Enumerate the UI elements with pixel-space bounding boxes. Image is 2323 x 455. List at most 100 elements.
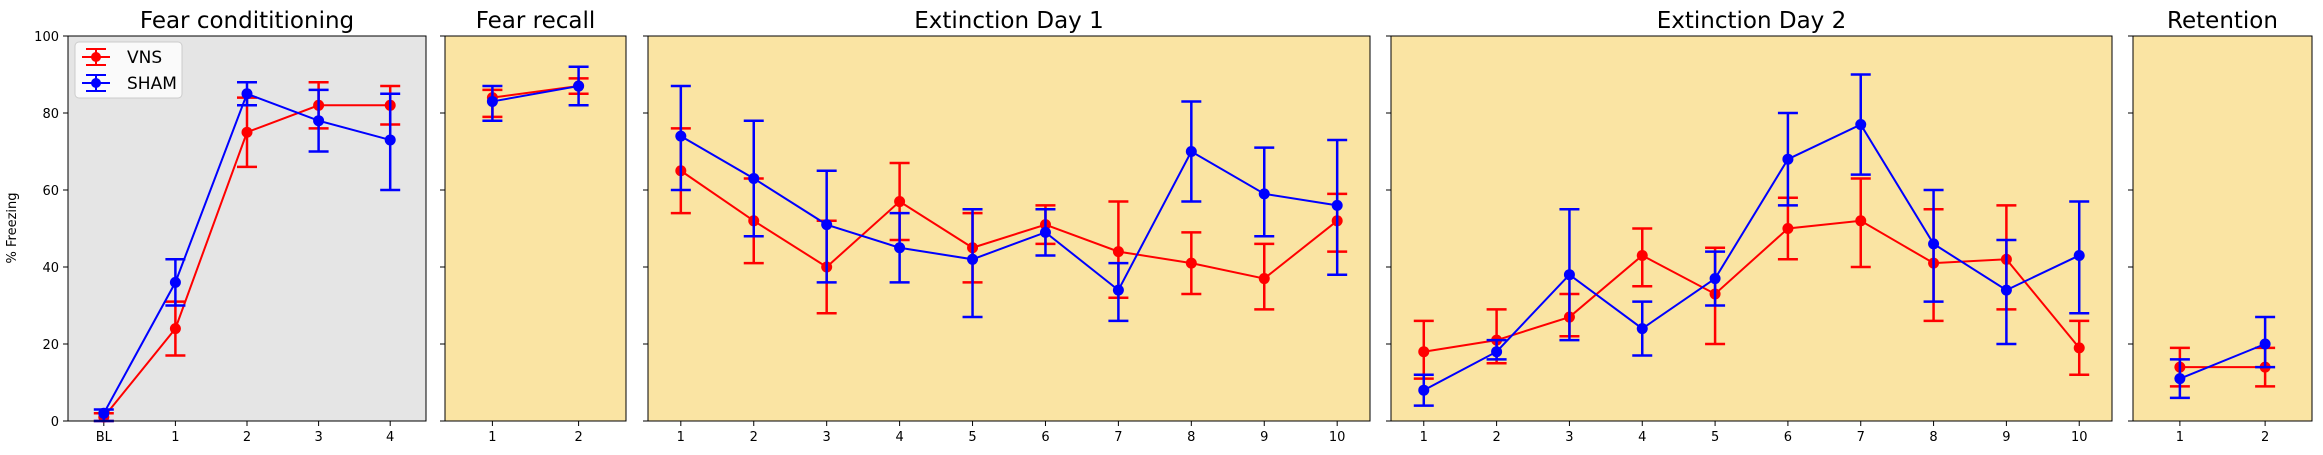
x-tick-label: 2 [574,430,582,445]
y-tick-label: 80 [42,107,59,122]
x-tick-label: 8 [1187,430,1195,445]
x-tick-label: 2 [2261,430,2269,445]
legend-label: VNS [127,48,162,68]
series-line [1423,219,2080,353]
data-point [675,130,687,142]
x-tick-label: 1 [171,430,179,445]
panel-frame [67,35,427,422]
series-line [680,169,1338,280]
x-tick-label: 1 [488,430,496,445]
data-point [1258,273,1270,285]
data-point [967,253,979,265]
data-point [1039,226,1051,238]
data-point [169,323,181,335]
panel-background [445,36,626,421]
x-tick-label: 6 [1041,430,1049,445]
data-point [2174,373,2186,385]
y-tick-label: 20 [42,338,59,353]
series-line [2179,343,2266,380]
data-point [573,80,585,92]
legend: VNS SHAM [74,41,183,99]
panel-background [1391,36,2112,421]
x-tick-label: 1 [677,430,685,445]
data-point [748,172,760,184]
y-tick-label: 100 [34,30,59,45]
series-line [680,135,1338,292]
legend-label: SHAM [127,74,177,94]
data-point [1855,215,1867,227]
panel-title: Fear condititioning [140,8,354,34]
data-point [241,88,253,100]
data-point [313,115,325,127]
series-line [492,85,579,103]
y-tick-label: 40 [42,261,59,276]
data-point [486,95,498,107]
x-tick-label: 4 [386,430,394,445]
x-tick-label: 8 [1929,430,1937,445]
series-sham [1413,73,2090,407]
data-point [98,407,110,419]
data-point [169,276,181,288]
legend-marker [91,52,101,62]
data-point [384,134,396,146]
panel-4: Extinction Day 2 1 2 3 4 5 6 7 8 9 10 [1386,8,2113,445]
x-tick-label: 4 [895,430,903,445]
x-tick-label: 3 [823,430,831,445]
x-tick-label: BL [96,430,113,445]
panel-title: Extinction Day 2 [1657,8,1847,34]
data-point [1563,269,1575,281]
legend-marker [91,78,101,88]
x-tick-label: 9 [2002,430,2010,445]
data-point [1185,257,1197,269]
x-tick-label: 2 [243,430,251,445]
y-tick-label: 0 [51,415,59,430]
x-tick-label: 5 [968,430,976,445]
x-tick-label: 9 [1260,430,1268,445]
data-point [2000,284,2012,296]
data-point [1418,384,1430,396]
x-tick-label: 4 [1638,430,1646,445]
x-tick-label: 1 [2176,430,2184,445]
panel-frame [2132,35,2313,422]
data-point [1782,223,1794,234]
data-point [241,126,253,138]
data-point [2073,342,2085,354]
x-tick-label: 2 [1492,430,1500,445]
data-point [1185,146,1197,157]
panel-2: Fear recall 1 2 [440,8,627,445]
data-point [1418,346,1430,358]
panel-background [2133,36,2312,421]
panel-1: Fear condititioning 0 20 40 60 80 100 BL 1 2 3 4 VNS… [34,8,427,445]
y-tick-label: 60 [42,184,59,199]
legend-entry-vns: VNS [82,48,162,68]
data-point [1331,199,1343,211]
panel-frame [647,35,1371,422]
panels: Fear condititioning 0 20 40 60 80 100 BL 1 2 3 4 VNS… [34,8,2313,445]
data-point [1928,238,1940,250]
x-tick-label: 6 [1784,430,1792,445]
data-point [1258,188,1270,200]
x-tick-label: 3 [314,430,322,445]
x-tick-label: 10 [1329,430,1346,445]
x-tick-label: 1 [1420,430,1428,445]
x-tick-label: 2 [750,430,758,445]
x-tick-label: 7 [1857,430,1865,445]
data-point [2259,338,2271,350]
data-point [894,196,906,208]
data-point [1636,249,1648,261]
data-point [1112,246,1124,258]
data-point [1491,346,1503,358]
x-tick-label: 7 [1114,430,1122,445]
legend-entry-sham: SHAM [82,74,177,94]
panel-background [648,36,1370,421]
panel-title: Fear recall [476,8,596,34]
data-point [1709,273,1721,285]
data-point [1112,284,1124,296]
y-axis-label: % Freezing [5,193,20,264]
series-sham [482,65,589,122]
panel-frame [1390,35,2113,422]
panel-title: Retention [2167,8,2278,34]
data-point [1855,119,1867,131]
panel-3: Extinction Day 1 1 2 3 4 5 6 7 8 9 10 [643,8,1371,445]
x-tick-label: 10 [2071,430,2088,445]
